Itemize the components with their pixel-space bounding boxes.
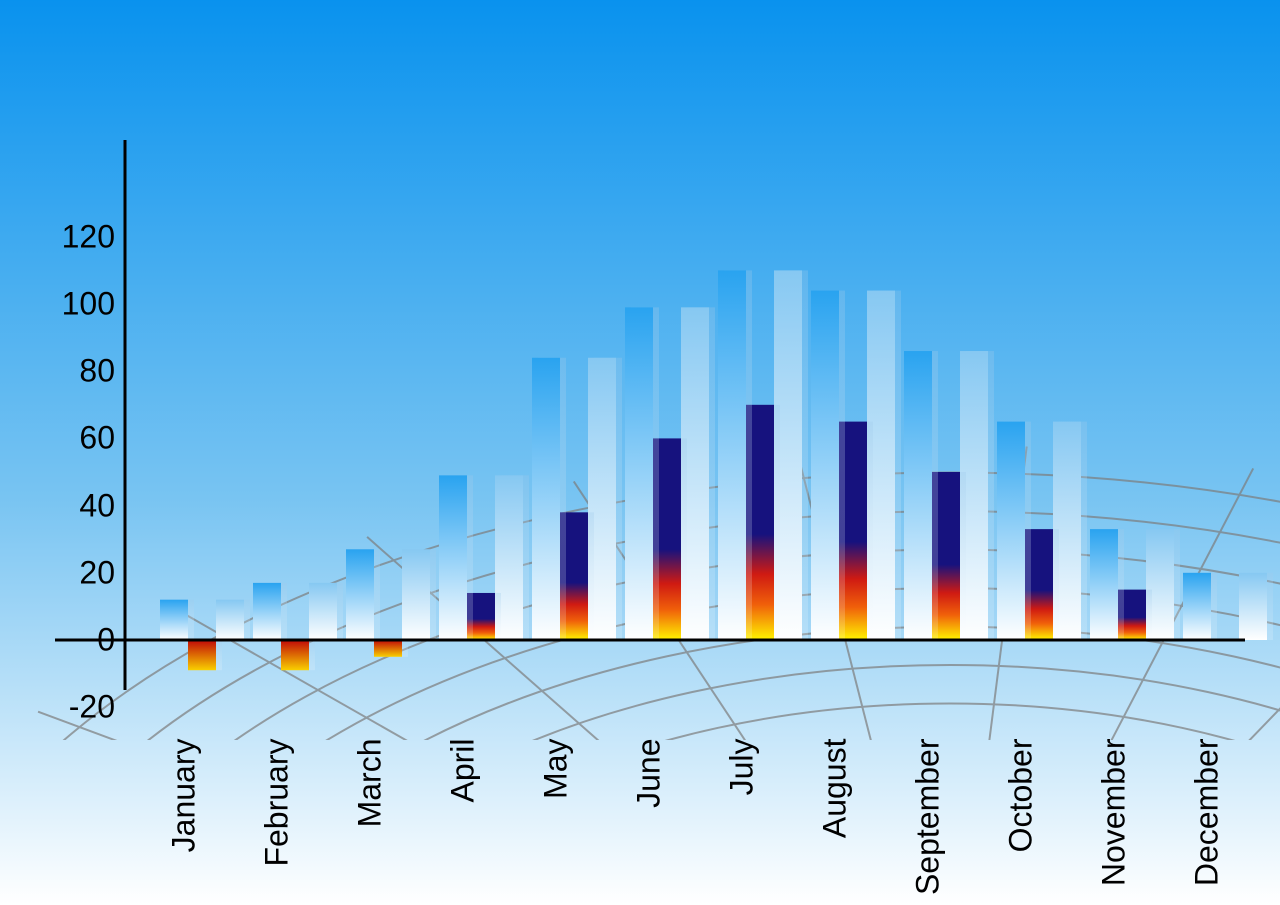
x-category-label: May (537, 739, 574, 799)
y-tick-label: 60 (35, 420, 115, 457)
y-tick-label: 0 (35, 622, 115, 659)
x-category-label: March (351, 739, 388, 828)
y-tick-label: 100 (35, 286, 115, 323)
x-category-label: January (165, 739, 202, 853)
chart-container: -20 0 20 40 60 80 100 120 January February March Ap… (0, 0, 1280, 905)
bar-s3-0 (216, 600, 244, 640)
bar-s1-11 (1183, 573, 1211, 640)
bar-s1-7 (811, 291, 839, 640)
x-category-label: June (630, 739, 667, 808)
bar-s1-9 (997, 422, 1025, 640)
x-category-label: September (909, 739, 946, 896)
bar-s1-3 (439, 475, 467, 640)
bar-s1-2 (346, 549, 374, 640)
bar-s3-11 (1239, 573, 1267, 640)
bar-s2-2 (374, 640, 402, 657)
bar-s3-2 (402, 549, 430, 640)
x-category-label: November (1095, 739, 1132, 887)
y-tick-label: 20 (35, 554, 115, 591)
bar-s1-6 (718, 270, 746, 640)
y-tick-label: 80 (35, 353, 115, 390)
x-category-label: February (258, 739, 295, 867)
y-tick-label: -20 (35, 689, 115, 726)
bar-s1-5 (625, 307, 653, 640)
bar-s1-4 (532, 358, 560, 640)
bar-s3-1 (309, 583, 337, 640)
x-category-label: July (723, 739, 760, 796)
bar-s1-8 (904, 351, 932, 640)
x-category-label: December (1188, 739, 1225, 887)
y-tick-label: 120 (35, 218, 115, 255)
y-tick-label: 40 (35, 487, 115, 524)
x-category-label: October (1002, 739, 1039, 853)
x-category-label: April (444, 739, 481, 803)
bar-s1-0 (160, 600, 188, 640)
bar-s1-1 (253, 583, 281, 640)
x-category-label: August (816, 739, 853, 839)
bar-s2-1 (281, 640, 309, 670)
bar-s2-0 (188, 640, 216, 670)
bar-s1-10 (1090, 529, 1118, 640)
